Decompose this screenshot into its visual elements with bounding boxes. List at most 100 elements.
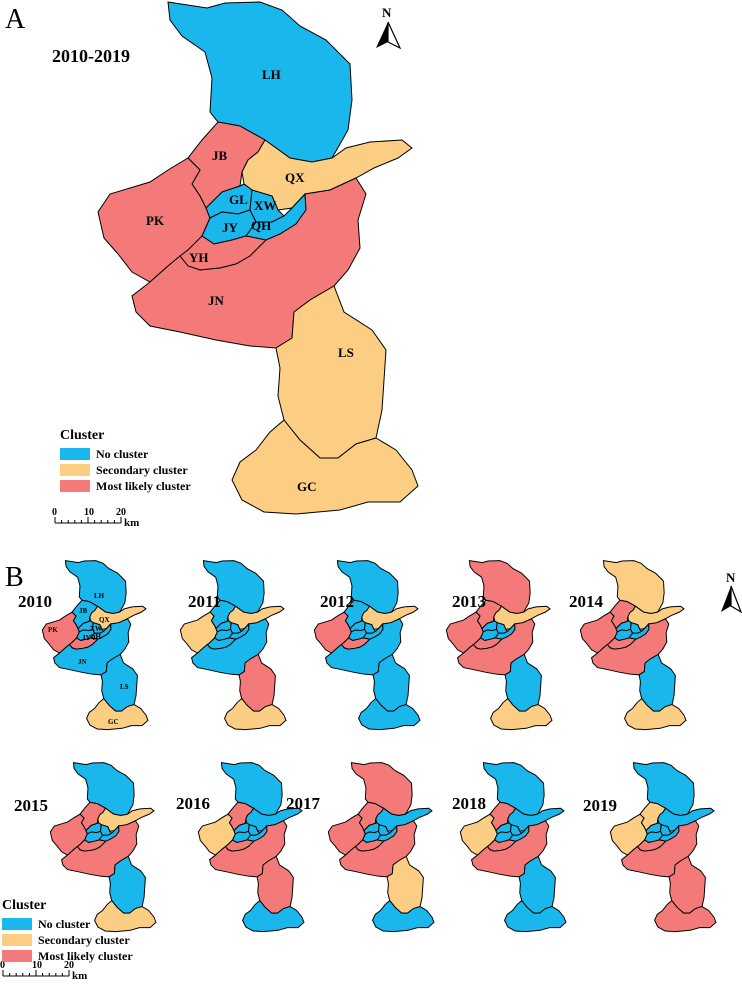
- legend-title: Cluster: [60, 428, 105, 443]
- mini-label-xw: XW: [90, 625, 102, 633]
- district-label-jn: JN: [208, 293, 225, 308]
- mini-map-2018: [459, 762, 567, 933]
- period-label: 2010-2019: [52, 46, 130, 66]
- panel-a-labels: LH JB QX PK GL XW JY QH YH JN LS GC: [146, 67, 354, 494]
- scale-a-unit: km: [124, 517, 139, 529]
- district-label-pk: PK: [146, 213, 165, 228]
- mini-label-gc: GC: [108, 718, 119, 726]
- mini-district-gc: [242, 899, 305, 933]
- mini-label-ls: LS: [120, 683, 129, 691]
- legend-title-b: Cluster: [2, 898, 47, 913]
- year-label-2013: 2013: [452, 592, 486, 611]
- district-label-qh: QH: [251, 218, 271, 233]
- mini-district-gc: [504, 899, 567, 933]
- district-label-qx: QX: [285, 170, 305, 185]
- year-label-2015: 2015: [14, 796, 48, 815]
- year-label-2017: 2017: [286, 794, 320, 813]
- mini-district-gc: [372, 899, 435, 933]
- legend-swatch: [60, 448, 90, 460]
- mini-map-2017: [327, 762, 435, 933]
- mini-label-lh: LH: [94, 592, 105, 600]
- year-label-2019: 2019: [583, 796, 617, 815]
- legend-swatch: [2, 950, 32, 962]
- mini-label-qx: QX: [99, 616, 110, 624]
- legend-item-most: Most likely cluster: [60, 478, 191, 494]
- district-label-lh: LH: [262, 67, 281, 82]
- mini-district-gc: [224, 697, 287, 731]
- scale-a-0: 0: [52, 507, 57, 518]
- mini-district-jn: [457, 618, 536, 676]
- mini-district-jn: [621, 820, 700, 878]
- mini-label-qh: QH: [90, 633, 101, 641]
- mini-district-gc: [654, 899, 717, 933]
- scale-bar-a: [54, 517, 122, 524]
- mini-district-gc: [86, 697, 149, 731]
- district-label-gl: GL: [229, 192, 248, 207]
- mini-district-gc: [490, 697, 553, 731]
- legend-item-most-b: Most likely cluster: [2, 948, 133, 964]
- mini-map-2010: [41, 560, 149, 731]
- legend-swatch: [2, 934, 32, 946]
- district-label-xw: XW: [254, 198, 276, 213]
- mini-district-gc: [624, 697, 687, 731]
- scale-a-10: 10: [84, 507, 94, 518]
- legend-item-none-b: No cluster: [2, 916, 133, 932]
- mini-label-jy: JY: [82, 634, 91, 642]
- mini-map-2011: [179, 560, 287, 731]
- panel-a-map: [97, 1, 419, 515]
- scale-b-20: 20: [64, 960, 74, 971]
- district-gc: [231, 419, 419, 515]
- mini-district-jn: [209, 820, 288, 878]
- mini-district-jn: [191, 618, 270, 676]
- north-label: N: [382, 5, 392, 20]
- scale-a-20: 20: [116, 507, 126, 518]
- legend-swatch: [60, 480, 90, 492]
- district-label-gc: GC: [297, 479, 317, 494]
- panel-a-letter: A: [5, 4, 26, 35]
- north-arrow-icon: [376, 21, 402, 50]
- mini-district-jn: [339, 820, 418, 878]
- legend-swatch: [2, 918, 32, 930]
- scale-b-0: 0: [0, 960, 5, 971]
- legend-b: Cluster No cluster Secondary cluster Mos…: [2, 898, 133, 964]
- legend-a: Cluster No cluster Secondary cluster Mos…: [60, 428, 191, 494]
- mini-district-gc: [94, 899, 157, 933]
- mini-district-jn: [61, 820, 140, 878]
- legend-item-secondary: Secondary cluster: [60, 462, 191, 478]
- panel-b-letter: B: [5, 562, 24, 593]
- mini-district-jn: [325, 618, 404, 676]
- mini-label-pk: PK: [48, 626, 58, 634]
- mini-map-2013: [445, 560, 553, 731]
- mini-district-jn: [471, 820, 550, 878]
- mini-district-jn: [591, 618, 670, 676]
- year-label-2012: 2012: [320, 592, 354, 611]
- scale-b-10: 10: [32, 960, 42, 971]
- year-label-2014: 2014: [569, 592, 603, 611]
- district-label-yh: YH: [189, 250, 209, 265]
- mini-map-2012: [313, 560, 421, 731]
- year-label-2016: 2016: [176, 794, 210, 813]
- district-label-jy: JY: [222, 220, 239, 235]
- legend-item-secondary-b: Secondary cluster: [2, 932, 133, 948]
- district-label-jb: JB: [212, 148, 228, 163]
- mini-map-2015: [49, 762, 157, 933]
- scale-bar-b: [2, 970, 70, 977]
- mini-district-jn: [53, 618, 132, 676]
- mini-map-2016: [197, 762, 305, 933]
- mini-label-jb: JB: [79, 607, 88, 615]
- mini-district-gc: [358, 697, 421, 731]
- year-label-2010: 2010: [18, 592, 52, 611]
- legend-item-none: No cluster: [60, 446, 191, 462]
- mini-label-jn: JN: [78, 658, 87, 666]
- mini-map-2014: [579, 560, 687, 731]
- north-label-b: N: [726, 570, 736, 585]
- year-label-2011: 2011: [188, 592, 222, 611]
- mini-map-2019: [609, 762, 717, 933]
- scale-b-unit: km: [72, 970, 87, 982]
- year-label-2018: 2018: [452, 794, 486, 813]
- district-label-ls: LS: [338, 345, 354, 360]
- district-jn: [131, 177, 367, 349]
